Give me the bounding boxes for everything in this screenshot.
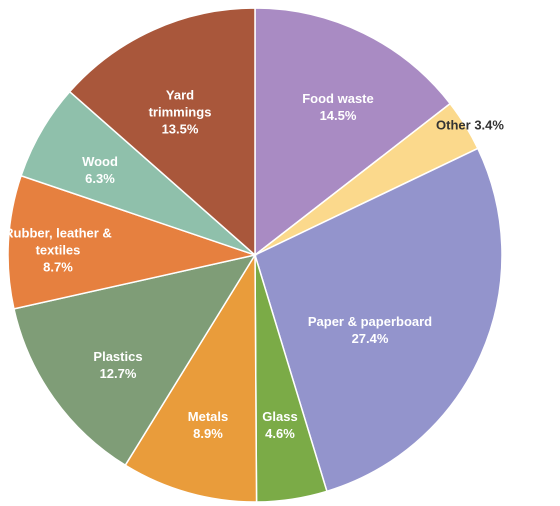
slice-label: Paper & paperboard 27.4% (270, 313, 470, 347)
slice-name: Yard trimmings (148, 87, 212, 120)
slice-label: Yard trimmings 13.5% (140, 87, 220, 138)
slice-label: Food waste 14.5% (293, 90, 383, 124)
pie-slice (254, 7, 452, 257)
slice-label: Wood 6.3% (65, 153, 135, 187)
slice-label: Plastics 12.7% (78, 348, 158, 382)
slice-value: 27.4% (351, 331, 389, 346)
slice-label: Other 3.4% (436, 117, 504, 134)
slice-label: Glass 4.6% (260, 408, 300, 442)
pie-slice (254, 147, 503, 493)
slice-value: 3.4% (474, 117, 504, 133)
pie-slice (68, 7, 256, 257)
slice-name: Other (436, 117, 471, 133)
slice-name: Wood (82, 154, 118, 169)
slice-value: 12.7% (99, 366, 137, 381)
slice-value: 6.3% (85, 171, 115, 186)
pie-slice (13, 253, 257, 467)
slice-name: Paper & paperboard (307, 314, 433, 329)
slice-value: 4.6% (265, 426, 295, 441)
slice-value: 14.5% (319, 108, 357, 123)
slice-name: Metals (187, 409, 229, 424)
slice-label: Metals 8.9% (178, 408, 238, 442)
slice-value: 8.9% (193, 426, 223, 441)
slice-name: Rubber, leather & textiles (4, 225, 112, 258)
slice-value: 13.5% (161, 121, 199, 137)
slice-name: Plastics (93, 349, 143, 364)
pie-slice (124, 252, 258, 503)
slice-label: Rubber, leather & textiles 8.7% (3, 225, 113, 276)
pie-slice (7, 174, 258, 310)
slice-name: Food waste (302, 91, 374, 106)
slice-value: 8.7% (43, 259, 73, 275)
slice-name: Glass (262, 409, 298, 424)
